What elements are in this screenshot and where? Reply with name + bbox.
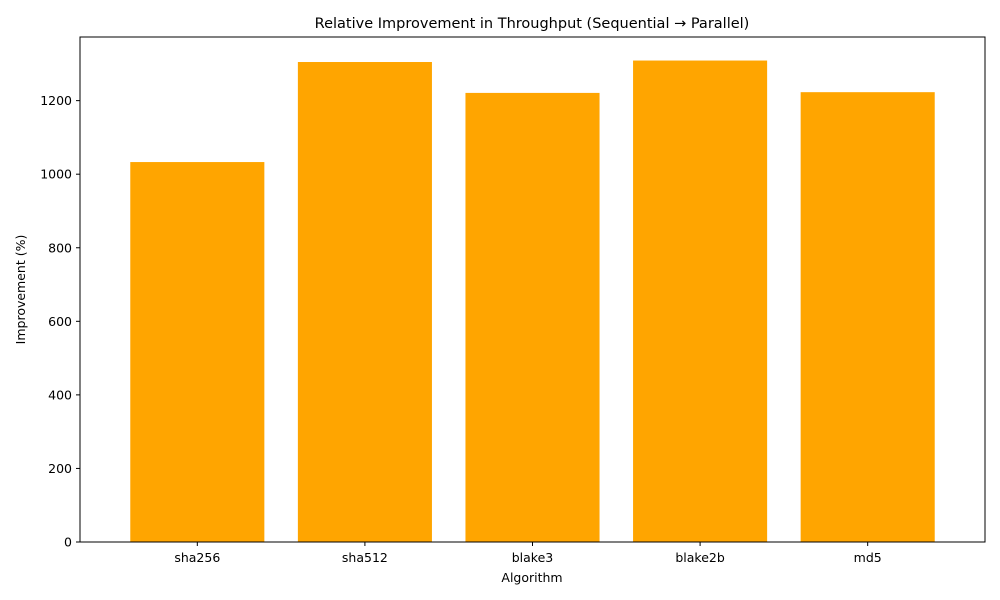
x-tick-label-sha512: sha512: [342, 550, 388, 565]
bars-group: [130, 60, 935, 543]
x-axis-label: Algorithm: [501, 570, 562, 585]
y-axis: 0 200 400 600 800 1000 1200: [40, 93, 80, 550]
bar-sha256: [130, 162, 265, 542]
y-axis-label: Improvement (%): [13, 235, 28, 345]
bar-blake2b: [633, 60, 768, 542]
y-tick-label-600: 600: [48, 314, 72, 329]
y-tick-label-200: 200: [48, 461, 72, 476]
x-tick-label-sha256: sha256: [174, 550, 220, 565]
y-tick-label-1200: 1200: [40, 93, 72, 108]
x-tick-label-md5: md5: [854, 550, 882, 565]
bar-sha512: [297, 62, 432, 542]
y-tick-label-0: 0: [64, 535, 72, 550]
y-tick-label-800: 800: [48, 240, 72, 255]
x-tick-label-blake3: blake3: [512, 550, 554, 565]
y-tick-label-1000: 1000: [40, 167, 72, 182]
plot-frame: [79, 36, 986, 543]
chart-title: Relative Improvement in Throughput (Sequ…: [315, 16, 750, 32]
y-tick-label-400: 400: [48, 387, 72, 402]
bar-blake3: [465, 92, 600, 543]
x-tick-label-blake2b: blake2b: [675, 550, 725, 565]
x-axis: sha256 sha512 blake3 blake2b md5: [174, 542, 882, 565]
bar-md5: [800, 92, 935, 543]
